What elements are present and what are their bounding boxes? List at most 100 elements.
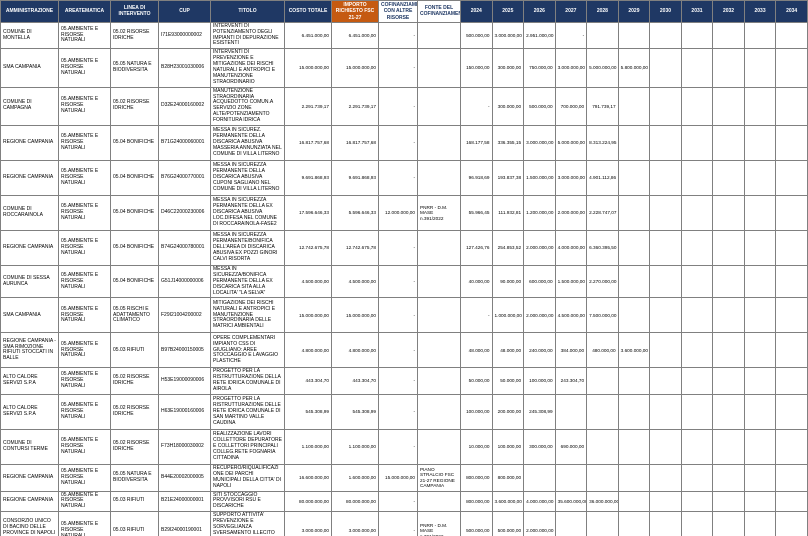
cell-importo: 1.600.000,00 (331, 464, 379, 492)
cell-year-2026: 600.000,00 (523, 264, 556, 299)
cell-year-2030 (649, 230, 682, 266)
cell-year-2026: 1.500.000,00 (523, 160, 556, 196)
cell-costo: 80.000.000,00 (284, 490, 332, 513)
table-row: ALTO CALORE SERVIZI S.P.A 05.AMBIENTE E R… (0, 367, 808, 396)
cell-year-2030 (649, 490, 682, 513)
cell-year-2032 (712, 125, 745, 161)
cell-cofinanziamento: - (378, 297, 418, 334)
cell-fonte (417, 297, 461, 334)
cell-cup: I71E93000000002 (158, 21, 211, 50)
cell-year-2033 (743, 490, 777, 513)
cell-fonte (417, 230, 461, 266)
cell-costo: 9.691.868,93 (284, 160, 332, 196)
cell-year-2034 (775, 394, 808, 431)
cell-year-2027: 1.500.000,00 (554, 264, 588, 299)
cell-linea: 05.04 BONIFICHE (110, 125, 159, 161)
cell-year-2027: 35.600.000,00 (554, 490, 588, 513)
cell-year-2030 (649, 86, 682, 127)
cell-linea: 05.03 RIFIUTI (110, 490, 159, 513)
cell-year-2025: 800.000,00 (491, 464, 525, 492)
cell-year-2031 (680, 86, 714, 127)
cell-importo: 545.308,99 (331, 394, 379, 431)
cell-cofinanziamento: - (378, 160, 418, 196)
cell-fonte (417, 160, 461, 196)
cell-costo: 443.304,70 (284, 367, 332, 396)
cell-amministrazione: REGIONE CAMPANIA - SMA RIMOZIONE RIFIUTI… (0, 332, 59, 369)
cell-importo: 15.000.000,00 (331, 297, 379, 334)
cell-year-2033 (743, 429, 777, 466)
cell-year-2029 (617, 86, 651, 127)
cell-linea: 05.04 BONIFICHE (110, 264, 159, 299)
cell-year-2032 (712, 160, 745, 196)
cell-year-2026: 500.000,00 (523, 86, 556, 127)
cell-year-2028: 36.000.000,00 (586, 490, 619, 513)
cell-year-2032 (712, 195, 745, 231)
cell-cofinanziamento: - (378, 429, 418, 466)
cell-importo: 443.304,70 (331, 367, 379, 396)
cell-cup: B76G24000770001 (158, 160, 211, 196)
cell-year-2027: 3.000.000,00 (554, 48, 588, 88)
cell-year-2026: 2.000.000,00 (523, 230, 556, 266)
cell-amministrazione: CONSORZIO UNICO DI BACINO DELLE PROVINCE… (0, 511, 59, 536)
table-row: REGIONE CAMPANIA 05.AMBIENTE E RISORSE NA… (0, 464, 808, 492)
cell-year-2032 (712, 21, 745, 50)
cell-year-2032 (712, 490, 745, 513)
cell-year-2028: 8.313.224,95 (586, 125, 619, 161)
cell-area: 05.AMBIENTE E RISORSE NATURALI (58, 429, 111, 466)
cell-year-2025: 3.000.000,00 (491, 21, 525, 50)
cell-year-2033 (743, 464, 777, 492)
cell-year-2024: 10.000,00 (460, 429, 493, 466)
cell-year-2033 (743, 332, 777, 369)
cell-area: 05.AMBIENTE E RISORSE NATURALI (58, 464, 111, 492)
cell-year-2028: 7.500.000,00 (586, 297, 619, 334)
col-year-2031: 2031 (680, 0, 714, 23)
cell-year-2025: 336.355,15 (491, 125, 525, 161)
cell-fonte (417, 264, 461, 299)
col-fonte-cofinanziamento: FONTE DEL COFINANZIAMENTO (417, 0, 461, 23)
cell-fonte (417, 394, 461, 431)
cell-amministrazione: COMUNE DI ROCCARAINOLA (0, 195, 59, 231)
cell-year-2031 (680, 394, 714, 431)
cell-year-2030 (649, 21, 682, 50)
cell-fonte (417, 332, 461, 369)
cell-year-2025: 193.837,38 (491, 160, 525, 196)
cell-year-2034 (775, 125, 808, 161)
cell-amministrazione: REGIONE CAMPANIA (0, 125, 59, 161)
cell-year-2031 (680, 264, 714, 299)
cell-year-2025: 3.600.000,00 (491, 490, 525, 513)
cell-cup: F29I21004200002 (158, 297, 211, 334)
cell-year-2028: 480.000,00 (586, 332, 619, 369)
cell-cup: B74G24000780001 (158, 230, 211, 266)
cell-year-2032 (712, 297, 745, 334)
cell-linea: 05.02 RISORSE IDRICHE (110, 429, 159, 466)
cell-fonte (417, 125, 461, 161)
table-row: CONSORZIO UNICO DI BACINO DELLE PROVINCE… (0, 511, 808, 536)
cell-year-2024: 127.426,76 (460, 230, 493, 266)
cell-year-2034 (775, 332, 808, 369)
cell-fonte (417, 490, 461, 513)
cell-year-2028 (586, 511, 619, 536)
cell-year-2029 (617, 125, 651, 161)
cell-year-2028 (586, 367, 619, 396)
cell-amministrazione: COMUNE DI CONTURSI TERME (0, 429, 59, 466)
cell-area: 05.AMBIENTE E RISORSE NATURALI (58, 48, 111, 88)
cell-year-2026: 4.000.000,00 (523, 490, 556, 513)
cell-year-2030 (649, 48, 682, 88)
cell-year-2029 (617, 511, 651, 536)
cell-year-2027: 384.000,00 (554, 332, 588, 369)
col-costo-totale: COSTO TOTALE (284, 0, 332, 23)
cell-amministrazione: REGIONE CAMPANIA (0, 490, 59, 513)
cell-cofinanziamento: - (378, 332, 418, 369)
cell-titolo: MESSA IN SICUREZZA PERMANENTE DELLA DISC… (210, 160, 285, 196)
cell-year-2027: 690.000,00 (554, 429, 588, 466)
cell-costo: 545.308,99 (284, 394, 332, 431)
cell-year-2025: 90.000,00 (491, 264, 525, 299)
cell-year-2026: 100.000,00 (523, 367, 556, 396)
cell-linea: 05.02 RISORSE IDRICHE (110, 394, 159, 431)
cell-fonte: PNRR - D.M. MASE n.391/2022 (417, 195, 461, 231)
cell-area: 05.AMBIENTE E RISORSE NATURALI (58, 297, 111, 334)
cell-year-2033 (743, 195, 777, 231)
table-row: REGIONE CAMPANIA 05.AMBIENTE E RISORSE NA… (0, 125, 808, 161)
cell-linea: 05.03 RIFIUTI (110, 332, 159, 369)
cell-amministrazione: COMUNE DI CAMPAGNA (0, 86, 59, 127)
